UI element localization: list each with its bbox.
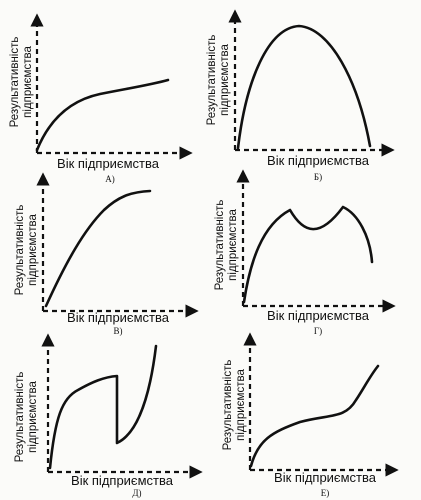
panel-g-y-label-1: Результативність [214,200,226,291]
panel-d-label: Д) [132,488,141,498]
panel-b-x-label: Вік підприємства [267,153,370,168]
panel-v-label: В) [114,326,123,336]
panel-v-y-label-2: підприємства [27,214,39,286]
panel-g-curve [242,205,374,304]
panel-g-x-label: Вік підприємства [267,308,370,323]
panel-e-curve [249,364,380,468]
panel-d-y-label-1: Результативність [14,372,26,463]
panel-a-x-label: Вік підприємства [57,156,160,171]
panel-g-label: Г) [314,326,322,336]
panel-a-label: А) [105,174,115,184]
panel-b-y-label-1: Результативність [206,35,218,126]
panel-v: Результативність підприємства Вік підпри… [14,172,199,336]
panel-b-label: Б) [314,172,322,182]
panel-e: Результативність підприємства Вік підпри… [222,332,399,498]
panel-b-curve [236,24,372,150]
panel-b-y-label-2: підприємства [219,44,231,116]
panel-e-y-label-2: підприємства [235,369,247,441]
panel-a-curve [35,78,170,152]
panel-g: Результативність підприємства Вік підпри… [214,169,396,336]
panel-e-y-label-1: Результативність [222,360,234,451]
panel-a-y-label-1: Результативність [9,37,21,128]
panel-d-curve [48,344,158,470]
panel-v-curve [44,189,152,308]
panel-d-y-label-2: підприємства [27,381,39,453]
panel-g-y-label-2: підприємства [227,209,239,281]
panel-v-y-label-1: Результативність [14,205,26,296]
panel-b: Результативність підприємства Вік підпри… [206,9,395,182]
panel-d: Результативність підприємства Вік підпри… [14,333,203,498]
panel-d-x-label: Вік підприємства [71,473,174,488]
panel-e-label: Е) [321,488,330,498]
panel-v-x-label: Вік підприємства [67,310,170,325]
panel-e-x-label: Вік підприємства [274,470,377,485]
panel-a-y-label-2: підприємства [22,46,34,118]
panel-a: Результативність підприємства Вік підпри… [9,13,193,184]
